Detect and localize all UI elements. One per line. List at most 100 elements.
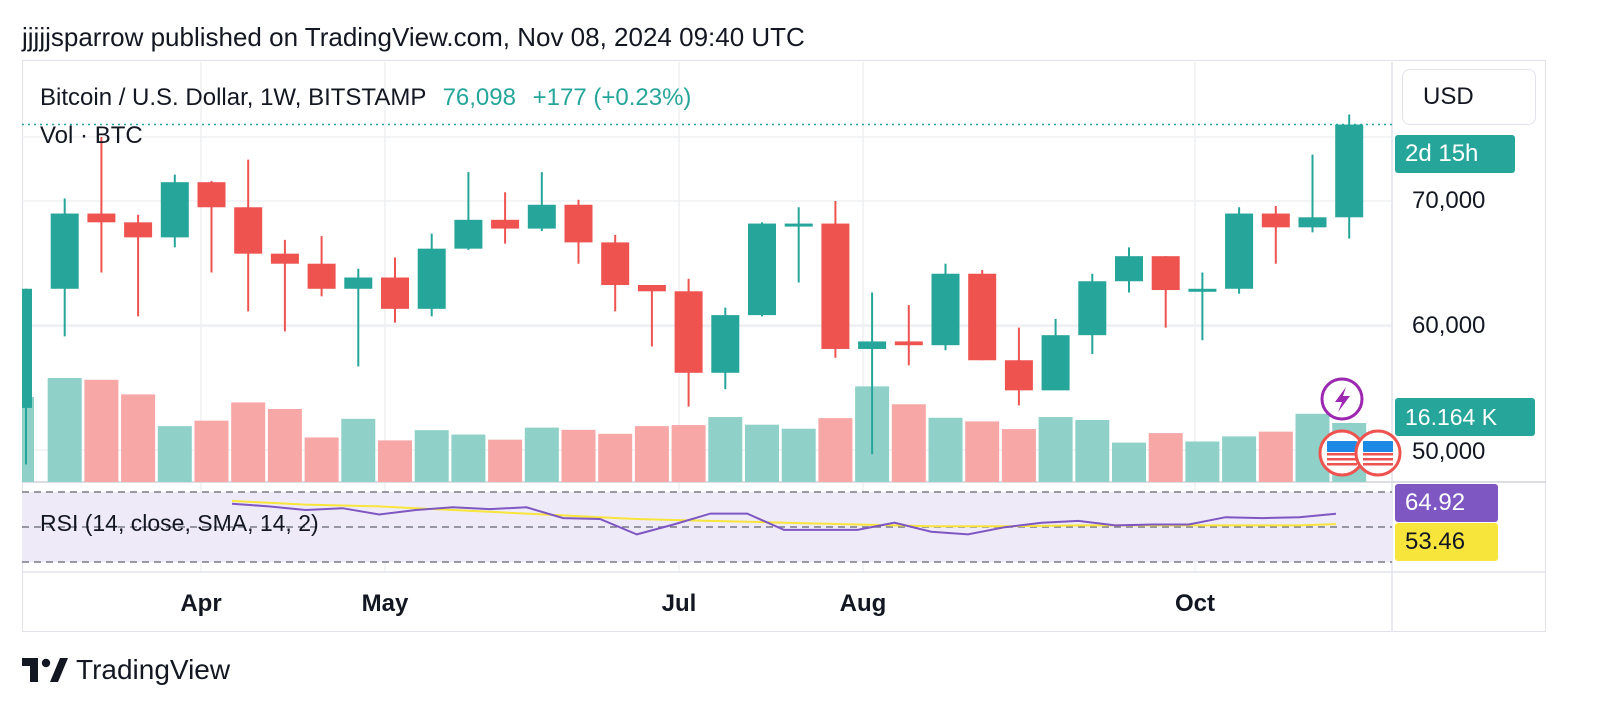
overlay (22, 123, 1402, 477)
price-candles (22, 114, 1364, 465)
volume-bar (598, 433, 633, 482)
candle (344, 268, 373, 367)
candle (748, 222, 776, 317)
candle-body (1041, 335, 1070, 391)
flag-canton (1363, 441, 1393, 452)
flag-stripe (1327, 463, 1357, 466)
candle-body (160, 182, 189, 238)
candle-body (711, 315, 740, 373)
countdown-tag: 2d 15h (1395, 135, 1515, 173)
candle-body (491, 219, 520, 229)
candle (234, 159, 263, 312)
volume-bar (965, 421, 1000, 482)
volume-bar (231, 402, 266, 482)
candle (381, 257, 409, 323)
candle (784, 207, 813, 283)
candle-body (784, 223, 813, 227)
volume-bar (781, 428, 816, 482)
volume-bar (708, 417, 743, 482)
month-label: Aug (839, 590, 887, 617)
candle-body (858, 341, 887, 349)
flag-stripe (1363, 453, 1393, 456)
candle (931, 263, 960, 351)
price-change: +177 (+0.23%) (532, 84, 692, 111)
candle-body (1225, 213, 1254, 289)
candle-body (124, 222, 153, 238)
volume-bar (1185, 441, 1220, 482)
tradingview-logo[interactable]: TradingView (22, 652, 230, 688)
volume-bar (488, 439, 523, 482)
volume-bar (22, 397, 34, 482)
candle (711, 307, 740, 390)
candle-body (1151, 256, 1180, 291)
lightning-event-icon (1320, 377, 1364, 421)
volume-label[interactable]: Vol · BTC (40, 122, 143, 149)
candle (1261, 206, 1290, 264)
candle (160, 174, 189, 248)
candle-body (527, 204, 556, 229)
rsi-label[interactable]: RSI (14, close, SMA, 14, 2) (40, 510, 319, 536)
candle (564, 199, 593, 264)
candle (601, 234, 630, 312)
candle (417, 233, 446, 317)
volume-bar (1001, 429, 1036, 482)
candle (22, 288, 32, 465)
candle-body (50, 213, 79, 289)
candle-body (234, 207, 263, 254)
candle-body (344, 277, 373, 289)
candle (1115, 247, 1143, 293)
candle-body (931, 273, 960, 346)
candle-body (22, 288, 32, 408)
volume-bar (1148, 433, 1183, 482)
volume-bar (378, 440, 412, 482)
volume-bar (524, 427, 559, 482)
month-label: Jul (661, 590, 697, 617)
flag-canton (1327, 441, 1357, 452)
volume-bar (1222, 436, 1257, 482)
symbol-name[interactable]: Bitcoin / U.S. Dollar, 1W, BITSTAMP (40, 84, 426, 111)
candle (637, 285, 666, 347)
tradingview-logo-icon (22, 658, 68, 682)
candle-body (821, 223, 850, 349)
rsi-line (231, 502, 1337, 536)
volume-bar (304, 437, 339, 482)
candle-body (1261, 213, 1290, 228)
candle-body (748, 223, 776, 316)
volume-bar (194, 420, 229, 482)
volume-bar (414, 430, 449, 482)
candle-body (894, 341, 923, 346)
us-flag-event-icon (1354, 429, 1402, 477)
volume-bar (47, 377, 82, 482)
rsi-lines (231, 499, 1337, 536)
candle (270, 239, 299, 332)
volume-bar (634, 426, 669, 482)
candle (50, 198, 79, 337)
candle-body (307, 263, 336, 289)
candle-body (87, 213, 116, 223)
candle-body (1335, 124, 1364, 218)
price-axis-label: 60,000 (1412, 312, 1486, 339)
volume-bar (157, 426, 192, 482)
brand-name: TradingView (76, 654, 231, 685)
candle-body (637, 285, 666, 292)
candle-body (454, 219, 483, 249)
rsi-pane (22, 491, 1392, 563)
flag-stripe (1327, 458, 1357, 461)
volume-bar (1038, 417, 1073, 482)
lightning-glyph (1335, 387, 1350, 412)
currency-button[interactable]: USD (1402, 69, 1536, 125)
month-label: May (361, 590, 409, 617)
price-axis-label: 70,000 (1412, 187, 1486, 214)
candle (674, 278, 703, 407)
candle (454, 172, 483, 250)
volume-bar (818, 418, 853, 482)
symbol-header: Bitcoin / U.S. Dollar, 1W, BITSTAMP 76,0… (40, 84, 691, 112)
volume-bar (928, 417, 963, 482)
candle-body (968, 273, 997, 361)
publisher-line: jjjjjsparrow published on TradingView.co… (22, 22, 805, 52)
volume-bar (1112, 442, 1146, 482)
candle-body (417, 248, 446, 309)
candle (1188, 272, 1217, 341)
candle-body (1004, 360, 1033, 391)
